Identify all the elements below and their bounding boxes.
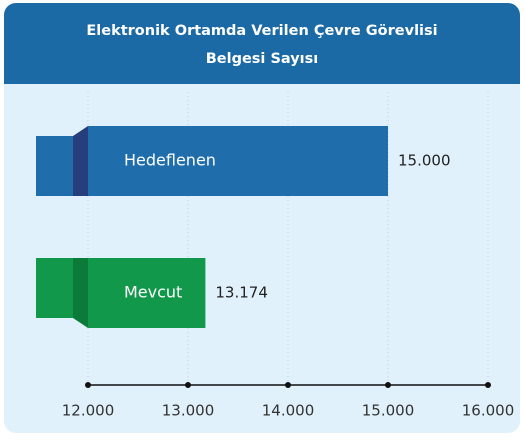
tick-mark [485,382,491,388]
tick-mark [85,382,91,388]
x-tick-label: 13.000 [162,402,215,420]
x-tick-label: 12.000 [62,402,115,420]
tick-mark [185,382,191,388]
bar-stub [36,258,73,318]
x-tick-label: 14.000 [262,402,315,420]
chart-title: Elektronik Ortamda Verilen Çevre Görevli… [86,23,437,39]
chart-title: Belgesi Sayısı [206,51,319,67]
value-label: 13.174 [215,284,268,302]
bar [88,126,388,196]
header [4,3,520,84]
value-label: 15.000 [398,152,451,170]
category-label: Mevcut [124,283,182,302]
x-tick-label: 16.000 [462,402,515,420]
bar [88,258,206,328]
bar-stub [36,136,73,196]
bar-fold [73,126,88,196]
tick-mark [385,382,391,388]
x-tick-label: 15.000 [362,402,415,420]
tick-mark [285,382,291,388]
bar-fold [73,258,88,328]
category-label: Hedeflenen [124,151,216,170]
